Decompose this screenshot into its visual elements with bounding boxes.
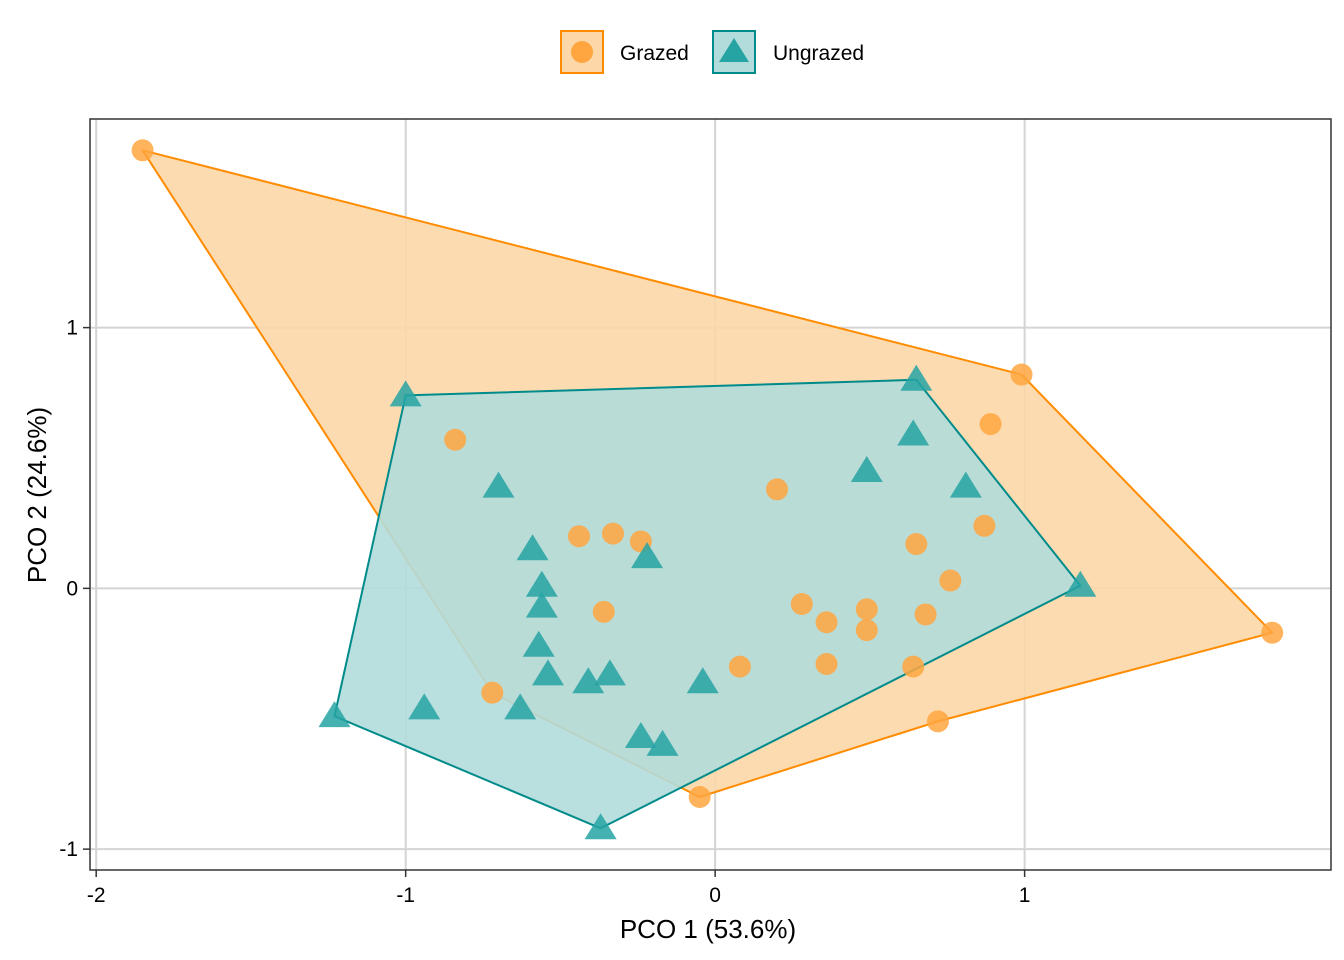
legend-key-grazed — [560, 30, 604, 74]
point-ungrazed — [522, 630, 555, 657]
point-ungrazed — [482, 471, 515, 498]
x-tick-label: 1 — [1019, 884, 1031, 907]
point-grazed — [688, 785, 711, 808]
point-grazed — [481, 681, 504, 704]
legend-ungrazed-triangle-icon — [719, 38, 749, 62]
legend-label-grazed: Grazed — [620, 42, 689, 65]
point-ungrazed — [525, 570, 558, 597]
x-tick-label: 0 — [709, 884, 721, 907]
point-grazed — [567, 525, 590, 548]
data-points — [131, 139, 1284, 840]
point-ungrazed — [584, 813, 617, 840]
legend-label-ungrazed: Ungrazed — [773, 42, 864, 65]
point-ungrazed — [593, 659, 626, 686]
point-grazed — [926, 710, 949, 733]
legend: Grazed Ungrazed — [560, 30, 864, 74]
legend-grazed-circle-icon — [571, 41, 593, 63]
y-tick-label: 0 — [66, 577, 78, 600]
point-grazed — [728, 655, 751, 678]
point-grazed — [905, 533, 928, 556]
y-axis-title: PCO 2 (24.6%) — [22, 407, 52, 583]
x-tick-label: -1 — [396, 884, 415, 907]
point-grazed — [444, 428, 467, 451]
point-grazed — [766, 478, 789, 501]
point-ungrazed — [408, 693, 441, 720]
point-grazed — [131, 139, 154, 162]
y-tick-label: -1 — [59, 838, 78, 861]
point-grazed — [855, 598, 878, 621]
point-grazed — [815, 652, 838, 675]
y-tick-label: 1 — [66, 317, 78, 340]
point-ungrazed — [646, 729, 679, 756]
point-grazed — [855, 619, 878, 642]
point-ungrazed — [389, 380, 422, 407]
point-grazed — [1010, 363, 1033, 386]
point-grazed — [902, 655, 925, 678]
point-ungrazed — [897, 419, 930, 446]
x-axis-title: PCO 1 (53.6%) — [620, 914, 796, 944]
point-grazed — [979, 413, 1002, 436]
point-ungrazed — [516, 534, 549, 561]
point-ungrazed — [525, 591, 558, 618]
convex-hulls — [141, 149, 1274, 830]
point-grazed — [914, 603, 937, 626]
point-ungrazed — [900, 364, 933, 391]
axes: -2 -1 0 1 -1 0 1 — [59, 317, 1030, 907]
point-grazed — [939, 569, 962, 592]
point-ungrazed — [532, 659, 565, 686]
point-grazed — [602, 522, 625, 545]
point-ungrazed — [318, 701, 351, 728]
point-ungrazed — [572, 667, 605, 694]
point-grazed — [592, 600, 615, 623]
point-ungrazed — [850, 456, 883, 483]
point-ungrazed — [504, 693, 537, 720]
x-tick-label: -2 — [87, 884, 106, 907]
point-grazed — [973, 514, 996, 537]
point-ungrazed — [949, 471, 982, 498]
point-ungrazed — [1064, 570, 1097, 597]
point-ungrazed — [631, 542, 664, 569]
point-ungrazed — [686, 667, 719, 694]
plot-panel-border — [89, 118, 1332, 871]
point-grazed — [790, 593, 813, 616]
point-ungrazed — [624, 722, 657, 749]
hull-ungrazed — [333, 378, 1082, 830]
point-grazed — [815, 611, 838, 634]
point-grazed — [1261, 621, 1284, 644]
